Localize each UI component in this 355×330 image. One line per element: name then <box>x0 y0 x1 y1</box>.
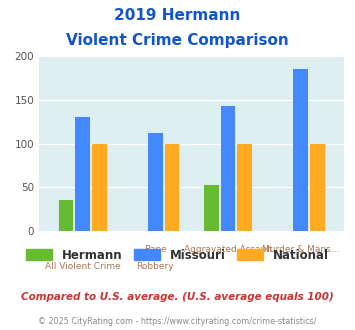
Bar <box>237 144 252 231</box>
Bar <box>148 133 163 231</box>
Bar <box>221 106 235 231</box>
Text: Robbery: Robbery <box>137 262 174 272</box>
Text: Murder & Mans...: Murder & Mans... <box>262 245 339 254</box>
Bar <box>310 144 325 231</box>
Bar <box>75 117 90 231</box>
Bar <box>165 144 179 231</box>
Bar <box>294 69 308 231</box>
Legend: Hermann, Missouri, National: Hermann, Missouri, National <box>22 244 333 266</box>
Bar <box>59 200 73 231</box>
Text: 2019 Hermann: 2019 Hermann <box>114 8 241 23</box>
Text: Compared to U.S. average. (U.S. average equals 100): Compared to U.S. average. (U.S. average … <box>21 292 334 302</box>
Text: Rape: Rape <box>144 245 167 254</box>
Bar <box>204 185 219 231</box>
Text: Violent Crime Comparison: Violent Crime Comparison <box>66 33 289 48</box>
Text: All Violent Crime: All Violent Crime <box>45 262 121 272</box>
Bar <box>92 144 106 231</box>
Text: Aggravated Assault: Aggravated Assault <box>184 245 272 254</box>
Text: © 2025 CityRating.com - https://www.cityrating.com/crime-statistics/: © 2025 CityRating.com - https://www.city… <box>38 317 317 326</box>
